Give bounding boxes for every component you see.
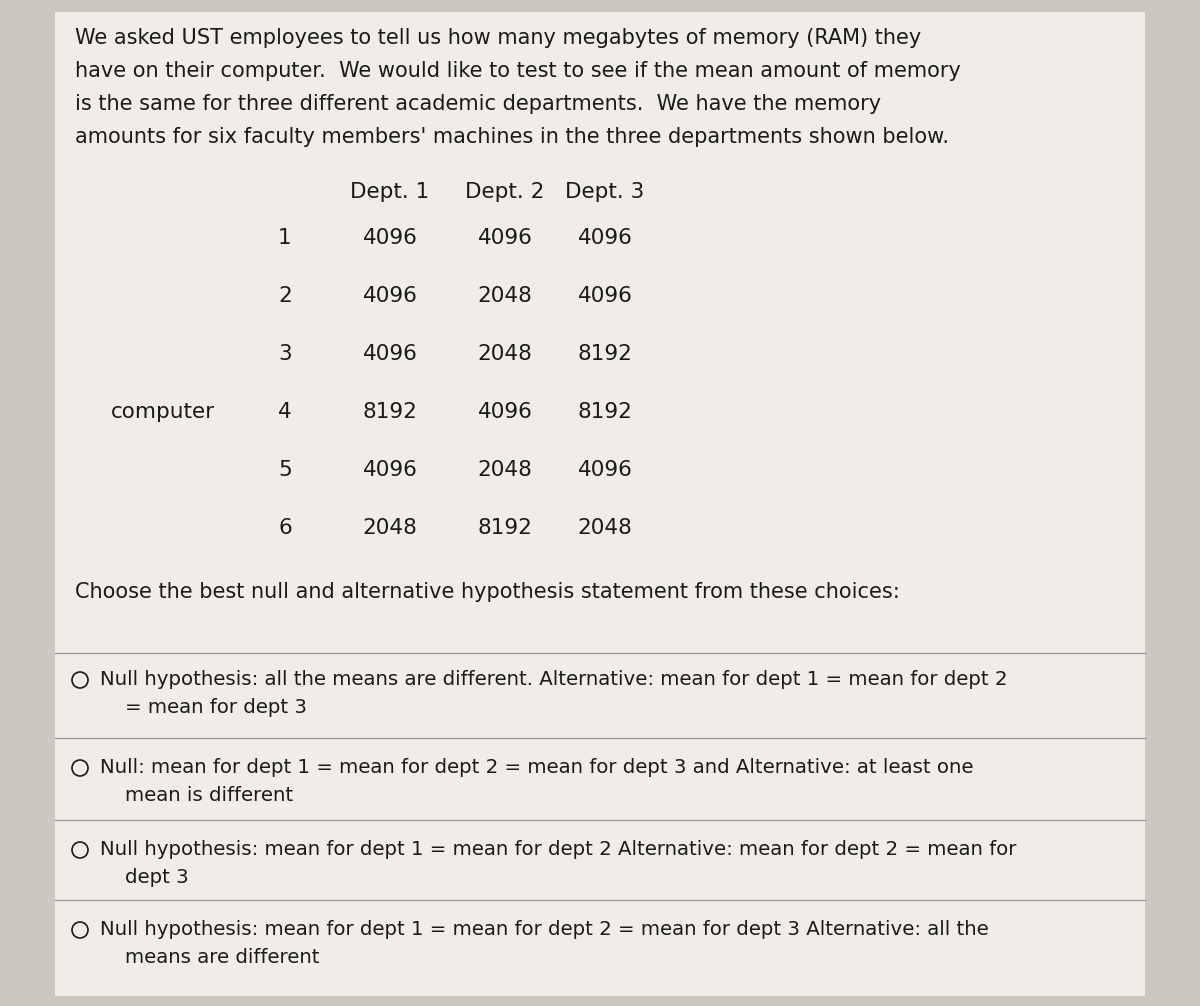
Text: 2048: 2048	[577, 518, 632, 538]
Text: 2048: 2048	[478, 286, 533, 306]
Text: 4096: 4096	[478, 228, 533, 248]
Text: We asked UST employees to tell us how many megabytes of memory (RAM) they: We asked UST employees to tell us how ma…	[74, 28, 922, 48]
Text: Null hypothesis: mean for dept 1 = mean for dept 2 = mean for dept 3 Alternative: Null hypothesis: mean for dept 1 = mean …	[100, 920, 989, 967]
Text: have on their computer.  We would like to test to see if the mean amount of memo: have on their computer. We would like to…	[74, 61, 961, 81]
Text: computer: computer	[110, 402, 215, 422]
Text: 2048: 2048	[478, 460, 533, 480]
Text: 4096: 4096	[362, 286, 418, 306]
Text: 4096: 4096	[362, 460, 418, 480]
Text: 8192: 8192	[577, 402, 632, 422]
Text: 5: 5	[278, 460, 292, 480]
Text: 4096: 4096	[478, 402, 533, 422]
Text: 4096: 4096	[362, 344, 418, 364]
Text: 4: 4	[278, 402, 292, 422]
Text: 2048: 2048	[478, 344, 533, 364]
Text: 2: 2	[278, 286, 292, 306]
Text: 8192: 8192	[362, 402, 418, 422]
Text: Dept. 3: Dept. 3	[565, 182, 644, 202]
Text: 1: 1	[278, 228, 292, 248]
Text: is the same for three different academic departments.  We have the memory: is the same for three different academic…	[74, 94, 881, 114]
Text: Choose the best null and alternative hypothesis statement from these choices:: Choose the best null and alternative hyp…	[74, 582, 900, 602]
Text: 6: 6	[278, 518, 292, 538]
Text: Dept. 1: Dept. 1	[350, 182, 430, 202]
Text: 4096: 4096	[577, 460, 632, 480]
Text: 4096: 4096	[362, 228, 418, 248]
Text: Null hypothesis: all the means are different. Alternative: mean for dept 1 = mea: Null hypothesis: all the means are diffe…	[100, 670, 1008, 717]
Text: 2048: 2048	[362, 518, 418, 538]
Text: 3: 3	[278, 344, 292, 364]
Text: Dept. 2: Dept. 2	[466, 182, 545, 202]
Text: 8192: 8192	[577, 344, 632, 364]
FancyBboxPatch shape	[55, 12, 1145, 996]
Text: Null hypothesis: mean for dept 1 = mean for dept 2 Alternative: mean for dept 2 : Null hypothesis: mean for dept 1 = mean …	[100, 840, 1016, 887]
Text: amounts for six faculty members' machines in the three departments shown below.: amounts for six faculty members' machine…	[74, 127, 949, 147]
Text: 4096: 4096	[577, 228, 632, 248]
Text: 8192: 8192	[478, 518, 533, 538]
Text: 4096: 4096	[577, 286, 632, 306]
Text: Null: mean for dept 1 = mean for dept 2 = mean for dept 3 and Alternative: at le: Null: mean for dept 1 = mean for dept 2 …	[100, 758, 973, 805]
